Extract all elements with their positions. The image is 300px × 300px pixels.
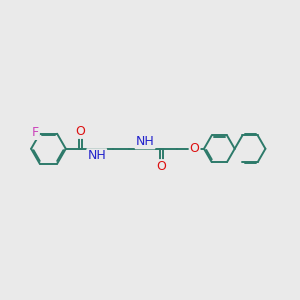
Text: O: O: [156, 160, 166, 173]
Text: O: O: [190, 142, 200, 155]
Text: F: F: [32, 126, 39, 139]
Text: NH: NH: [87, 149, 106, 162]
Text: NH: NH: [136, 135, 154, 148]
Text: O: O: [76, 125, 85, 138]
